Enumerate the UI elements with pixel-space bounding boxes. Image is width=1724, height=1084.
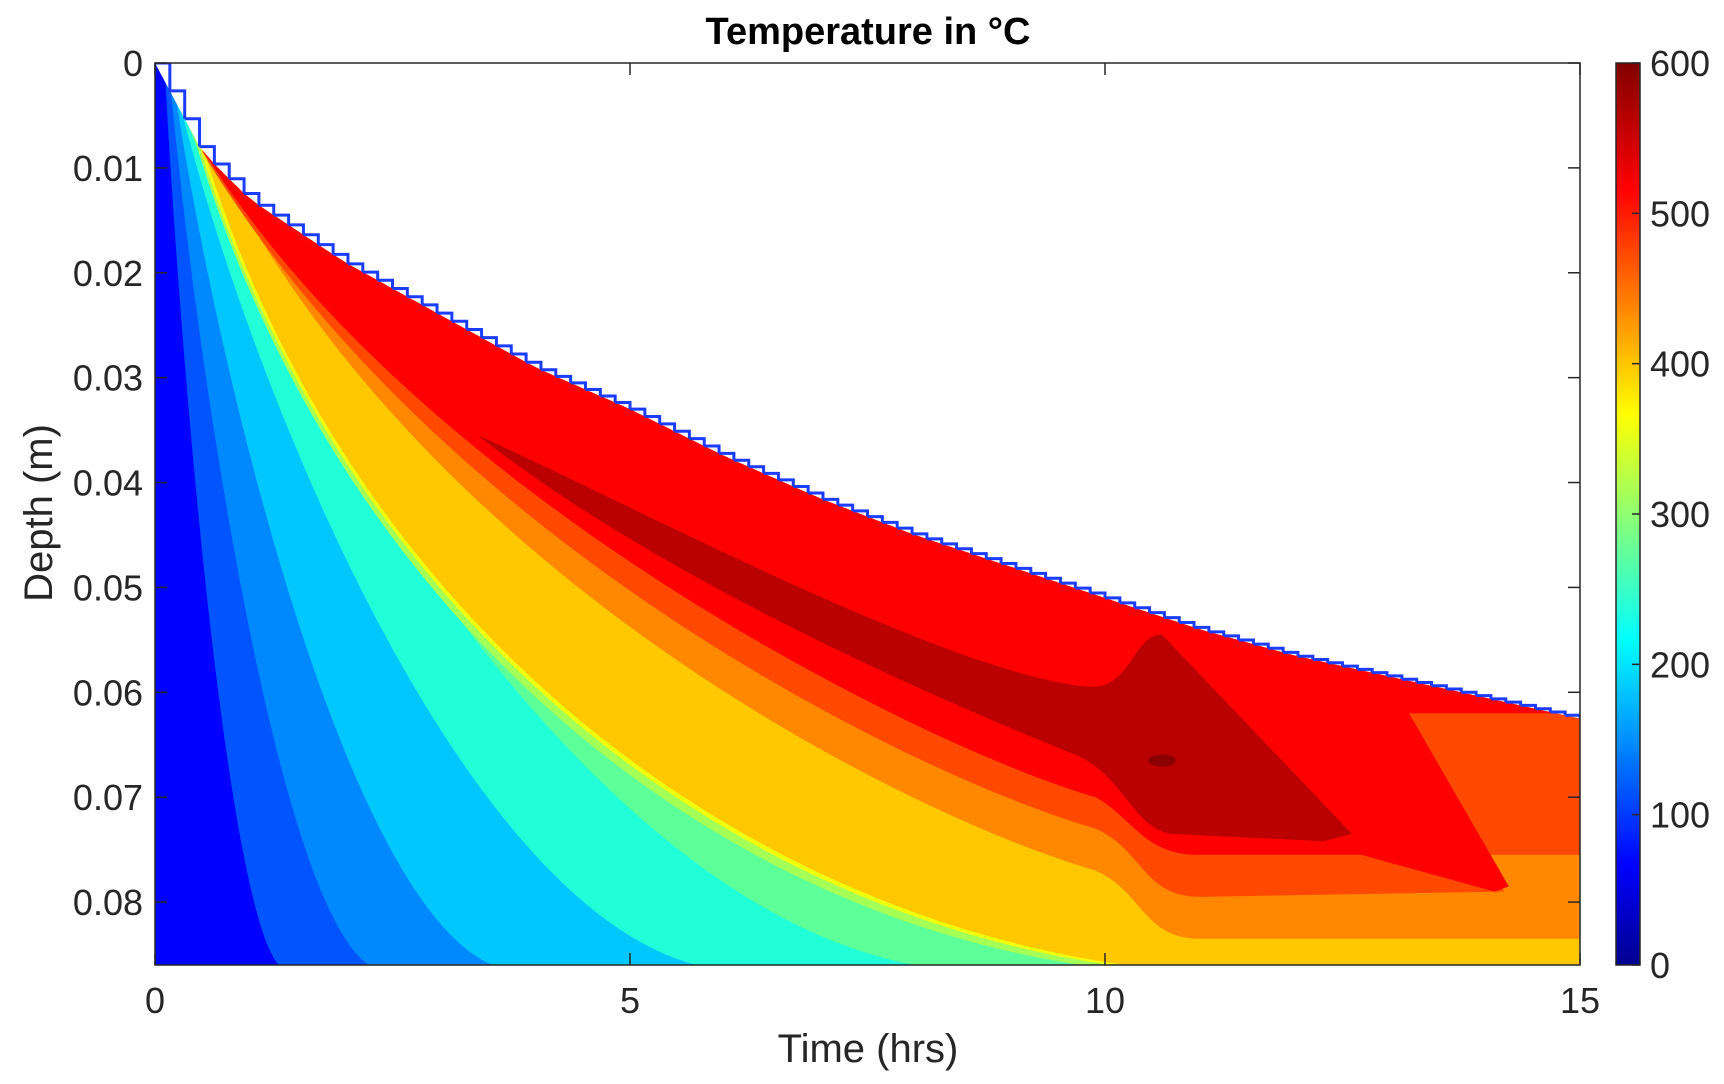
y-axis: 0 0.01 0.02 0.03 0.04 0.05 0.06 0.07 0.08: [73, 43, 1580, 923]
colorbar-tick-label: 300: [1650, 494, 1710, 535]
burn-front-edge: [155, 63, 1580, 719]
colorbar-tick-label: 200: [1650, 644, 1710, 685]
colorbar-tick-label: 400: [1650, 344, 1710, 385]
y-axis-label: Depth (m): [17, 424, 61, 602]
colorbar-tick-label: 600: [1650, 43, 1710, 84]
colorbar-tick-label: 0: [1650, 945, 1670, 986]
y-tick-label: 0.04: [73, 463, 143, 504]
peak-spot: [1148, 754, 1176, 767]
y-tick-label: 0.08: [73, 882, 143, 923]
colorbar-tick-label: 500: [1650, 193, 1710, 234]
isotherm-band-600: [478, 435, 1352, 842]
plot-frame: [154, 62, 1581, 966]
y-tick-label: 0.03: [73, 358, 143, 399]
y-tick-label: 0.07: [73, 777, 143, 818]
y-tick-label: 0.02: [73, 253, 143, 294]
y-tick-label: 0.06: [73, 672, 143, 713]
x-tick-label: 5: [620, 980, 640, 1021]
x-tick-label: 15: [1560, 980, 1600, 1021]
x-axis: 0 5 10 15: [145, 63, 1600, 1021]
x-tick-label: 10: [1085, 980, 1125, 1021]
burn-front-line: [155, 63, 1580, 719]
y-tick-label: 0: [123, 43, 143, 84]
colorbar: 0 100 200 300 400 500 600: [1615, 43, 1710, 986]
x-axis-label: Time (hrs): [778, 1027, 959, 1071]
y-tick-label: 0.05: [73, 567, 143, 608]
colorbar-tick-label: 100: [1650, 795, 1710, 836]
y-tick-label: 0.01: [73, 148, 143, 189]
chart-title: Temperature in °C: [706, 11, 1031, 53]
unburnt-region-mask: [155, 63, 1580, 719]
x-tick-label: 0: [145, 980, 165, 1021]
